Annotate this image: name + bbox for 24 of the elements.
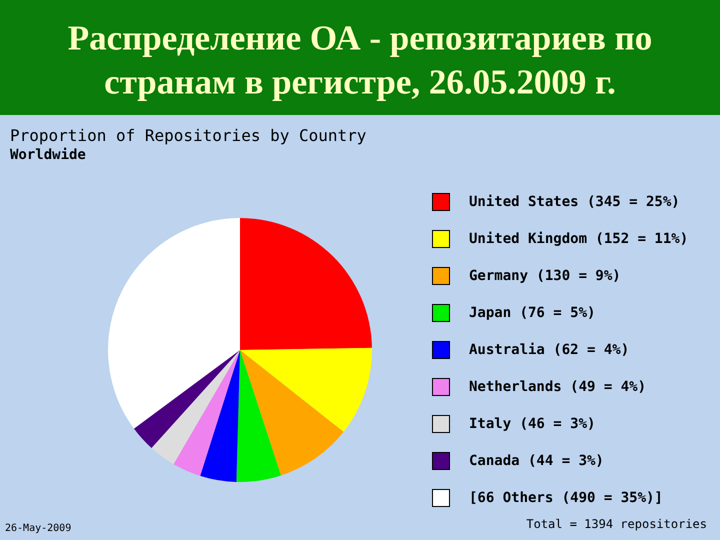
legend-label: [66 Others (490 = 35%)] (469, 490, 663, 506)
legend-label: Canada (44 = 3%) (469, 453, 604, 469)
legend-label: United Kingdom (152 = 11%) (469, 231, 688, 247)
legend-label: United States (345 = 25%) (469, 194, 680, 210)
text: Proportion of Repositories by Country (10, 126, 366, 145)
legend-label: Italy (46 = 3%) (469, 416, 596, 432)
legend-label: Germany (130 = 9%) (469, 268, 621, 284)
pie-slice (240, 348, 372, 432)
pie-slice (152, 350, 240, 464)
pie-slice (134, 350, 240, 448)
legend-label: Australia (62 = 4%) (469, 342, 630, 358)
pie-slice (236, 350, 281, 482)
pie-slice (200, 350, 240, 482)
text: Распределение ОА - репозитариев по (68, 18, 652, 58)
text: странам в регистре, 26.05.2009 г. (104, 62, 616, 102)
pie-slice (108, 218, 240, 429)
text: 26-May-2009 (5, 523, 72, 534)
pie-slice (240, 218, 372, 350)
text: Worldwide (10, 147, 86, 163)
pie-slice (240, 350, 344, 476)
legend-label: Japan (76 = 5%) (469, 305, 596, 321)
text: Total = 1394 repositories (526, 517, 707, 531)
legend-label: Netherlands (49 = 4%) (469, 379, 646, 395)
pie-slice (174, 350, 240, 476)
